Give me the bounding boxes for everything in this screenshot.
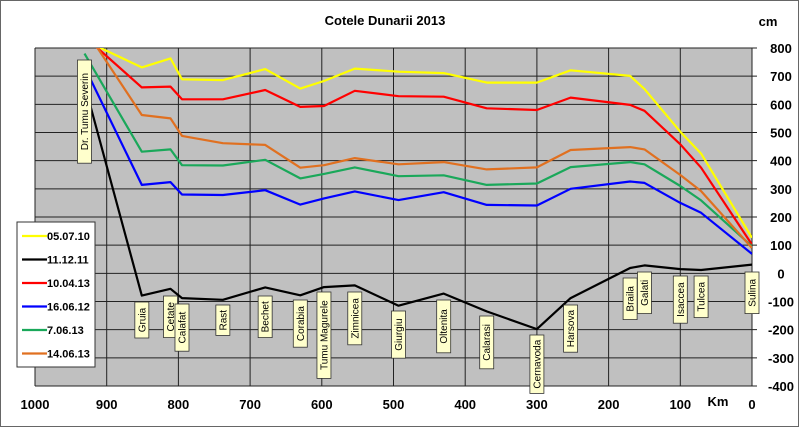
station-name: Calafat [177, 312, 188, 344]
station-label-box [347, 291, 363, 346]
legend-label: 10.04.13 [47, 278, 90, 290]
station-label-box [77, 59, 92, 164]
y-tick-label: 200 [770, 210, 792, 225]
station-label: Giurgiu [391, 310, 406, 359]
station-label-box [391, 310, 406, 359]
x-tick-label: 100 [669, 397, 691, 412]
y-axis-unit: cm [759, 14, 778, 29]
station-label: Calarasi [479, 315, 495, 370]
station-label-box [637, 271, 652, 314]
station-name: Corabia [296, 306, 307, 341]
y-tick-label: 100 [770, 238, 792, 253]
legend-box [16, 221, 96, 368]
x-tick-label: 200 [598, 397, 620, 412]
station-label: Tulcea [693, 275, 709, 318]
x-tick-label: 400 [454, 397, 476, 412]
station-label: Calafat [174, 303, 190, 352]
station-label-box [257, 295, 273, 338]
y-tick-label: -300 [768, 351, 794, 366]
station-label: Bechet [257, 295, 273, 338]
station-name: Tumu Magurele [319, 300, 330, 370]
legend-label: 05.07.10 [47, 231, 90, 243]
y-tick-label: 400 [770, 154, 792, 169]
station-name: Isaccea [676, 282, 687, 317]
legend-label: 11.12.11 [47, 255, 89, 267]
station-label: Rast [215, 304, 231, 336]
legend-label: 16.06.12 [47, 302, 90, 314]
station-name: Cetate [166, 302, 177, 332]
legend: 05.07.10 11.12.11 10.04.13 16.06.12 7.06.13 1… [16, 221, 96, 368]
station-name: Zimnicea [350, 298, 361, 339]
station-label-box [436, 299, 452, 354]
series-line-05.07.10 [98, 48, 752, 239]
x-axis-unit: Km [708, 394, 729, 409]
station-label: Galati [637, 271, 652, 314]
station-label-box [215, 304, 231, 336]
y-tick-label: -400 [768, 379, 794, 394]
station-label-box [292, 299, 308, 348]
y-tick-label: 500 [770, 126, 792, 141]
station-label-box [134, 301, 150, 339]
x-tick-label: 600 [311, 397, 333, 412]
x-tick-label: 0 [748, 397, 755, 412]
station-label-box [479, 315, 495, 370]
legend-label: 14.06.13 [47, 349, 90, 361]
station-label: Braila [622, 277, 638, 320]
y-tick-label: 700 [770, 69, 792, 84]
x-tick-label: 900 [96, 397, 118, 412]
y-tick-label: 0 [777, 266, 784, 281]
station-label-box [672, 275, 688, 324]
station-name: Sulina [748, 278, 759, 306]
x-tick-label: 700 [239, 397, 261, 412]
station-label-box [693, 275, 709, 318]
station-label: Oltenita [436, 299, 452, 354]
station-label: Zimnicea [347, 291, 363, 346]
series-line-7.06.13 [83, 53, 752, 248]
y-tick-label: 300 [770, 182, 792, 197]
station-name: Braila [626, 286, 637, 312]
station-name: Oltenita [439, 309, 450, 344]
y-tick-label: 600 [770, 97, 792, 112]
station-label: Isaccea [672, 275, 688, 324]
station-label: Tumu Magurele [316, 291, 332, 379]
station-name: Cernavoda [532, 339, 543, 388]
series-line-16.06.12 [83, 66, 752, 255]
station-name: Bechet [261, 301, 272, 332]
station-name: Harsova [566, 310, 577, 348]
x-tick-label: 300 [526, 397, 548, 412]
station-label: Corabia [292, 299, 308, 348]
x-tick-label: 800 [168, 397, 190, 412]
chart-title: Cotele Dunarii 2013 [325, 13, 446, 28]
station-label-box [563, 304, 578, 353]
station-name: Gruia [137, 307, 148, 332]
legend-label: 7.06.13 [47, 325, 84, 337]
x-tick-label: 1000 [21, 397, 50, 412]
series-line-11.12.11 [83, 83, 752, 331]
station-label-box [316, 291, 332, 379]
station-name: Calarasi [482, 324, 493, 361]
station-name: Dr. Tumu Severin [80, 73, 91, 150]
x-tick-label: 500 [383, 397, 405, 412]
station-label: Cernavoda [529, 334, 545, 394]
station-name: Rast [218, 310, 229, 331]
station-name: Giurgiu [394, 318, 405, 350]
station-label-box [529, 334, 545, 394]
y-tick-label: -100 [768, 295, 794, 310]
station-name: Galati [640, 280, 651, 306]
y-tick-label: 800 [770, 41, 792, 56]
station-label: Dr. Tumu Severin [77, 59, 92, 164]
series-line-14.06.13 [96, 48, 752, 249]
series-line-10.04.13 [95, 48, 752, 246]
y-tick-label: -200 [768, 323, 794, 338]
station-name: Tulcea [697, 282, 708, 312]
station-label: Gruia [134, 301, 150, 339]
station-label-box [744, 271, 760, 314]
station-label: Sulina [744, 271, 760, 314]
station-label-box [174, 303, 190, 352]
station-label: Harsova [563, 304, 578, 353]
